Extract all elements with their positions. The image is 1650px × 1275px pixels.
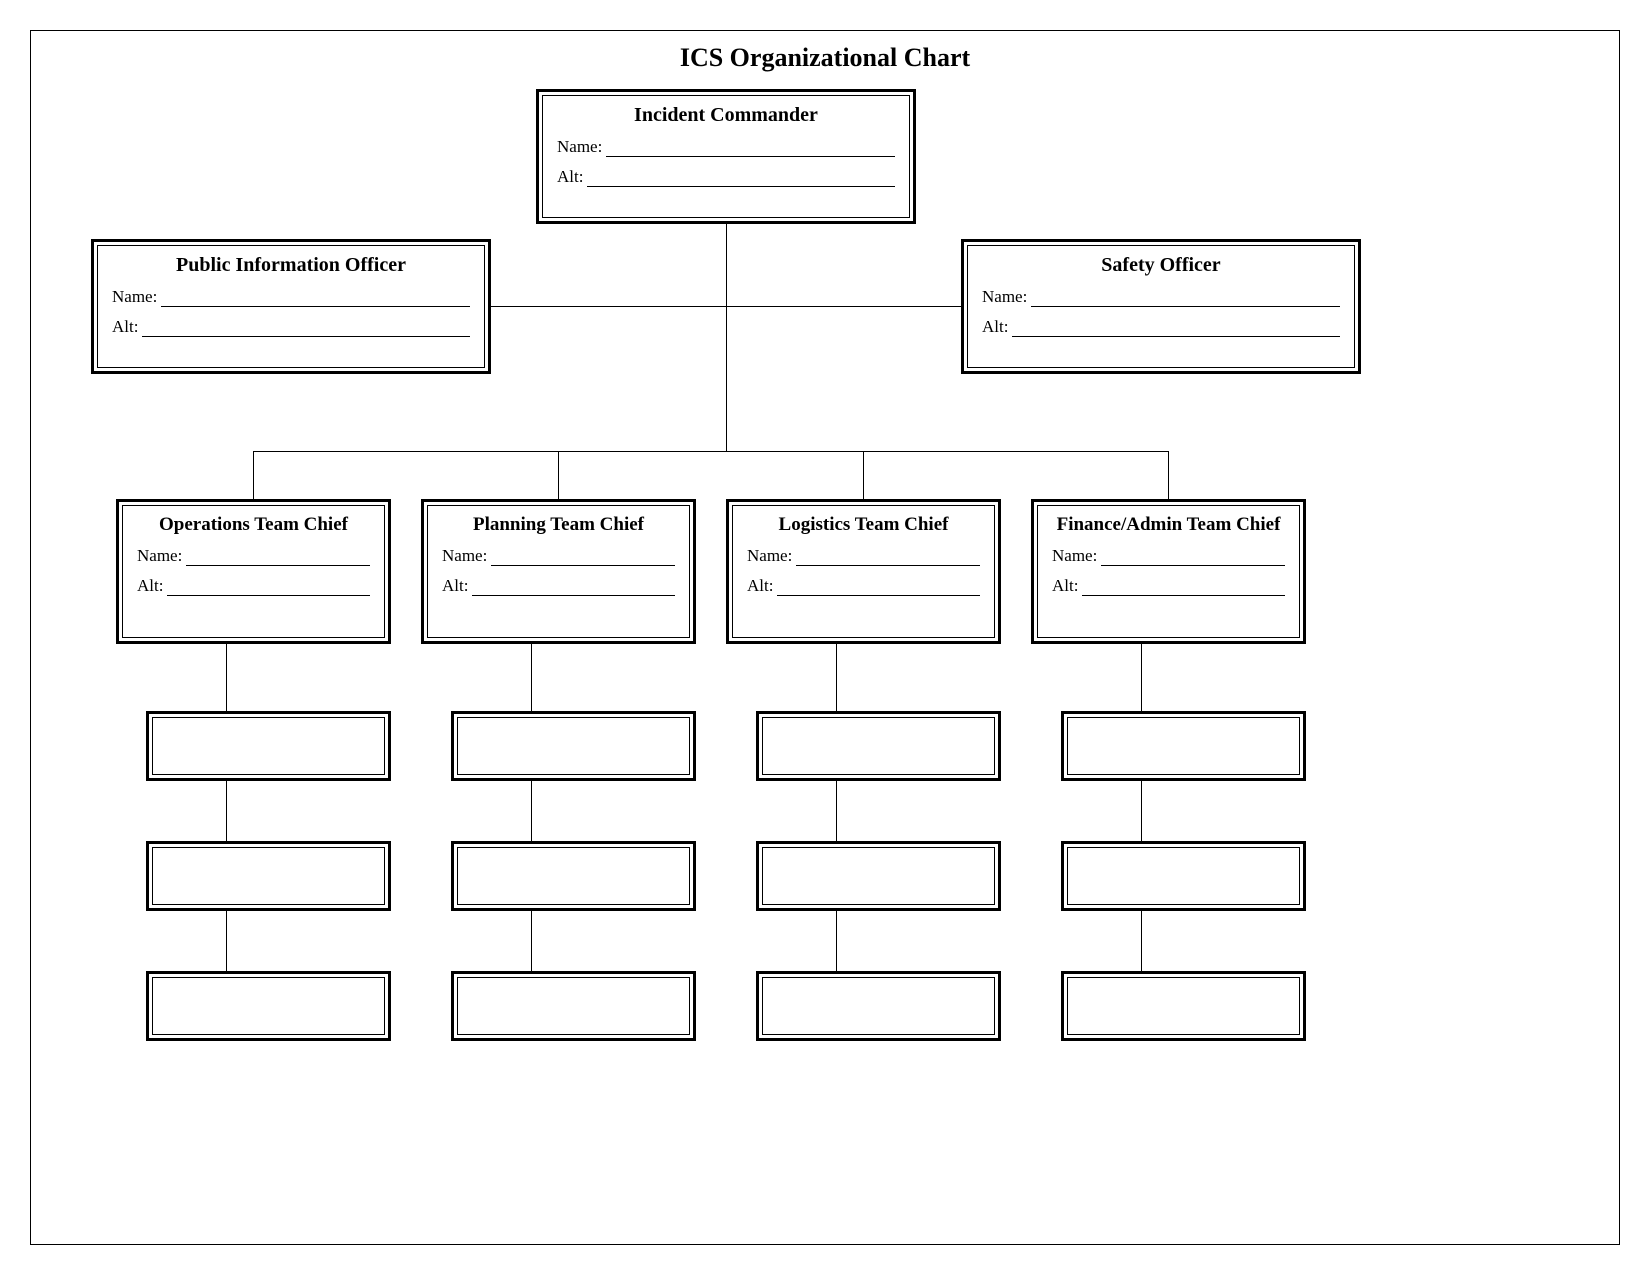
connector <box>558 451 559 499</box>
node-finance-title: Finance/Admin Team Chief <box>1052 514 1285 536</box>
ops-alt-field: Alt: <box>137 576 370 596</box>
blank-box <box>146 711 391 781</box>
node-logistics-title: Logistics Team Chief <box>747 514 980 536</box>
node-pio-title: Public Information Officer <box>112 254 470 277</box>
blank-box <box>451 971 696 1041</box>
node-operations-title: Operations Team Chief <box>137 514 370 536</box>
connector <box>1168 451 1169 499</box>
node-planning-title: Planning Team Chief <box>442 514 675 536</box>
blank-box <box>451 711 696 781</box>
node-pio: Public Information Officer Name: Alt: <box>91 239 491 374</box>
log-name-field: Name: <box>747 546 980 566</box>
blank-box <box>146 841 391 911</box>
commander-name-field: Name: <box>557 137 895 157</box>
plan-alt-field: Alt: <box>442 576 675 596</box>
commander-alt-field: Alt: <box>557 167 895 187</box>
pio-name-field: Name: <box>112 287 470 307</box>
node-operations: Operations Team Chief Name: Alt: <box>116 499 391 644</box>
node-safety: Safety Officer Name: Alt: <box>961 239 1361 374</box>
blank-box <box>1061 711 1306 781</box>
chart-title: ICS Organizational Chart <box>31 31 1619 83</box>
pio-alt-field: Alt: <box>112 317 470 337</box>
safety-name-field: Name: <box>982 287 1340 307</box>
node-finance: Finance/Admin Team Chief Name: Alt: <box>1031 499 1306 644</box>
node-commander-title: Incident Commander <box>557 104 895 127</box>
blank-box <box>146 971 391 1041</box>
blank-box <box>1061 841 1306 911</box>
node-logistics: Logistics Team Chief Name: Alt: <box>726 499 1001 644</box>
connector <box>863 451 864 499</box>
node-commander: Incident Commander Name: Alt: <box>536 89 916 224</box>
connector <box>491 306 961 307</box>
blank-box <box>756 971 1001 1041</box>
blank-box <box>1061 971 1306 1041</box>
ops-name-field: Name: <box>137 546 370 566</box>
safety-alt-field: Alt: <box>982 317 1340 337</box>
node-safety-title: Safety Officer <box>982 254 1340 277</box>
connector <box>253 451 1169 452</box>
fin-name-field: Name: <box>1052 546 1285 566</box>
fin-alt-field: Alt: <box>1052 576 1285 596</box>
connector <box>253 451 254 499</box>
plan-name-field: Name: <box>442 546 675 566</box>
node-planning: Planning Team Chief Name: Alt: <box>421 499 696 644</box>
blank-box <box>756 841 1001 911</box>
chart-frame: ICS Organizational Chart Incident Comman… <box>30 30 1620 1245</box>
connector <box>726 224 727 451</box>
blank-box <box>756 711 1001 781</box>
blank-box <box>451 841 696 911</box>
log-alt-field: Alt: <box>747 576 980 596</box>
